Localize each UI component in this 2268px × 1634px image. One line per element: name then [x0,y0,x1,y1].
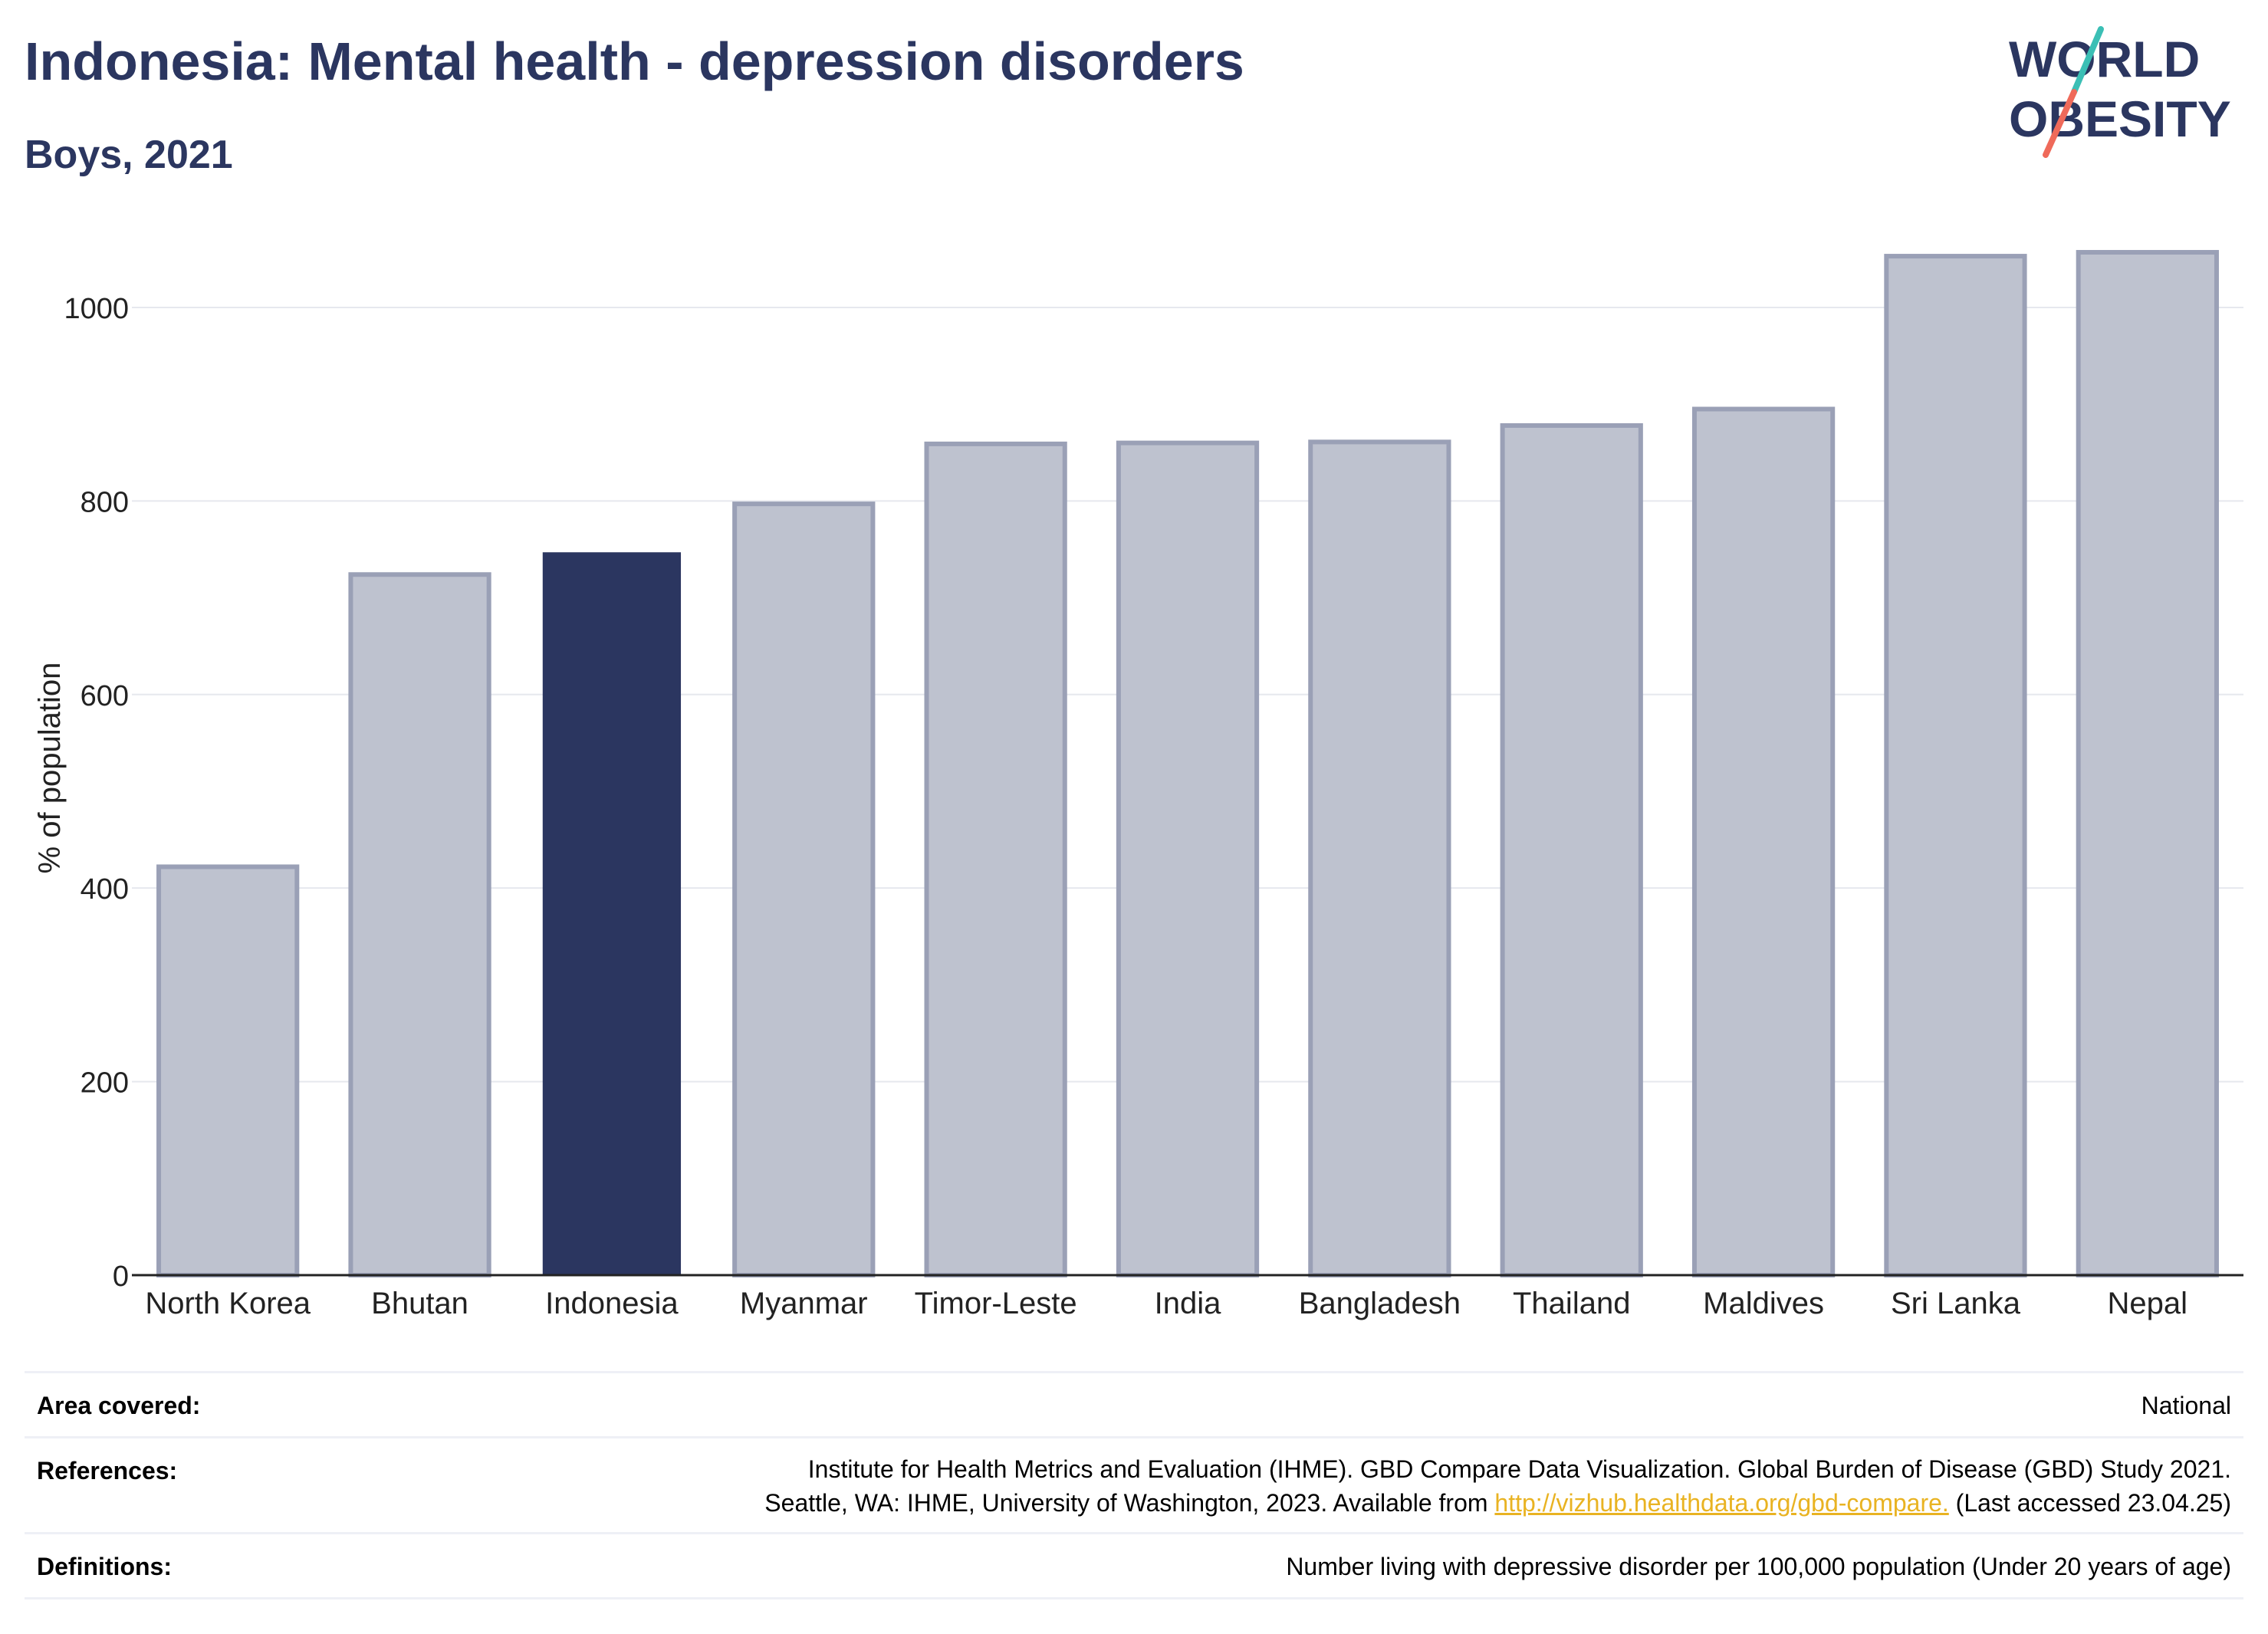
references-line-2-text: Seattle, WA: IHME, University of Washing… [764,1489,1488,1517]
bar-bangladesh [1308,439,1451,1277]
logo-slash-teal [2071,26,2104,95]
footer-row-definitions: Definitions: Number living with depressi… [25,1532,2243,1599]
y-tick-label: 0 [113,1261,129,1293]
bar-bhutan [348,572,491,1277]
x-tick-label: Maldives [1703,1287,1824,1320]
x-tick-label: Indonesia [545,1287,679,1320]
x-tick-label: North Korea [145,1287,311,1320]
references-label: References: [37,1457,178,1484]
bar-chart: 0 200 400 600 800 1000 % of population North Ko… [33,250,2243,1320]
x-tick-label: Nepal [2108,1287,2188,1320]
logo-slash-coral [2043,89,2077,158]
x-tick-label: Timor-Leste [915,1287,1077,1320]
references-line-2: Seattle, WA: IHME, University of Washing… [764,1486,2231,1520]
bar-north-korea [156,864,300,1278]
y-tick-label: 400 [81,873,129,906]
footer-info-table: Area covered: National References: Insti… [25,1371,2243,1599]
world-obesity-logo: WORLD OBESITY [2009,26,2231,158]
svg-text:WORLD: WORLD [2009,31,2200,87]
bar-maldives [1691,406,1836,1278]
bar-sri-lanka [1884,254,2027,1278]
bar-myanmar [732,501,876,1277]
x-tick-label: Bangladesh [1299,1287,1461,1320]
references-link[interactable]: http://vizhub.healthdata.org/gbd-compare… [1494,1489,1949,1517]
footer-row-area: Area covered: National [25,1371,2243,1436]
y-axis-label: % of population [33,662,67,874]
y-tick-label: 600 [81,680,129,712]
definitions-value: Number living with depressive disorder p… [1286,1553,2231,1580]
y-tick-label: 200 [81,1067,129,1100]
bar-indonesia [542,552,682,1275]
page-subtitle: Boys, 2021 [25,133,233,177]
page-title: Indonesia: Mental health - depression di… [25,31,1244,91]
bar-timor-leste [924,441,1067,1277]
y-tick-label: 800 [81,486,129,518]
references-value: Institute for Health Metrics and Evaluat… [764,1452,2231,1520]
y-tick-label: 1000 [64,293,129,325]
bar-nepal [2076,250,2219,1277]
references-accessed: (Last accessed 23.04.25) [1955,1489,2231,1517]
bar-india [1116,440,1260,1277]
area-covered-value: National [2141,1392,2231,1419]
definitions-label: Definitions: [37,1553,172,1580]
x-tick-label: India [1155,1287,1221,1320]
x-tick-label: Bhutan [371,1287,468,1320]
footer-row-references: References: Institute for Health Metrics… [25,1436,2243,1532]
references-line-1: Institute for Health Metrics and Evaluat… [807,1455,2231,1483]
svg-text:OBESITY: OBESITY [2009,90,2231,147]
area-covered-label: Area covered: [37,1392,201,1419]
x-tick-label: Myanmar [740,1287,868,1320]
x-tick-label: Sri Lanka [1891,1287,2021,1320]
x-tick-label: Thailand [1513,1287,1630,1320]
bar-thailand [1500,422,1643,1277]
